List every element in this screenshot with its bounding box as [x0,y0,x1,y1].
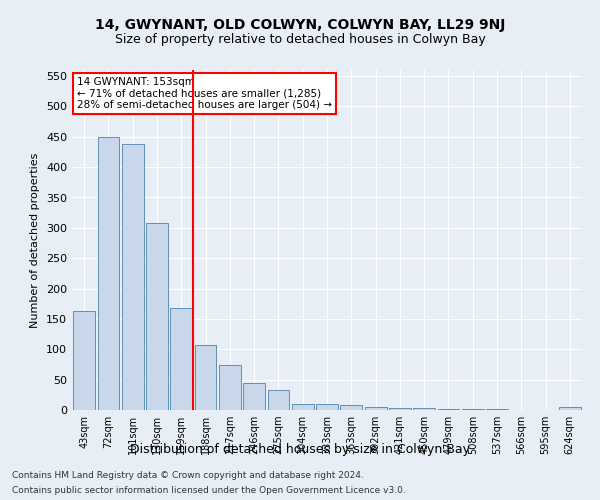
Text: 14 GWYNANT: 153sqm
← 71% of detached houses are smaller (1,285)
28% of semi-deta: 14 GWYNANT: 153sqm ← 71% of detached hou… [77,77,332,110]
Bar [219,365,241,410]
Bar [146,223,168,410]
Bar [365,407,386,410]
Bar [73,311,95,410]
Bar [122,144,143,410]
Bar [268,390,289,410]
Bar [413,408,435,410]
Bar [316,404,338,410]
Bar [340,405,362,410]
Bar [389,408,411,410]
Text: Contains HM Land Registry data © Crown copyright and database right 2024.: Contains HM Land Registry data © Crown c… [12,471,364,480]
Bar [97,137,119,410]
Bar [194,345,217,410]
Bar [559,407,581,410]
Text: Size of property relative to detached houses in Colwyn Bay: Size of property relative to detached ho… [115,32,485,46]
Bar [292,404,314,410]
Bar [170,308,192,410]
Bar [243,382,265,410]
Text: Distribution of detached houses by size in Colwyn Bay: Distribution of detached houses by size … [130,442,470,456]
Text: Contains public sector information licensed under the Open Government Licence v3: Contains public sector information licen… [12,486,406,495]
Text: 14, GWYNANT, OLD COLWYN, COLWYN BAY, LL29 9NJ: 14, GWYNANT, OLD COLWYN, COLWYN BAY, LL2… [95,18,505,32]
Y-axis label: Number of detached properties: Number of detached properties [31,152,40,328]
